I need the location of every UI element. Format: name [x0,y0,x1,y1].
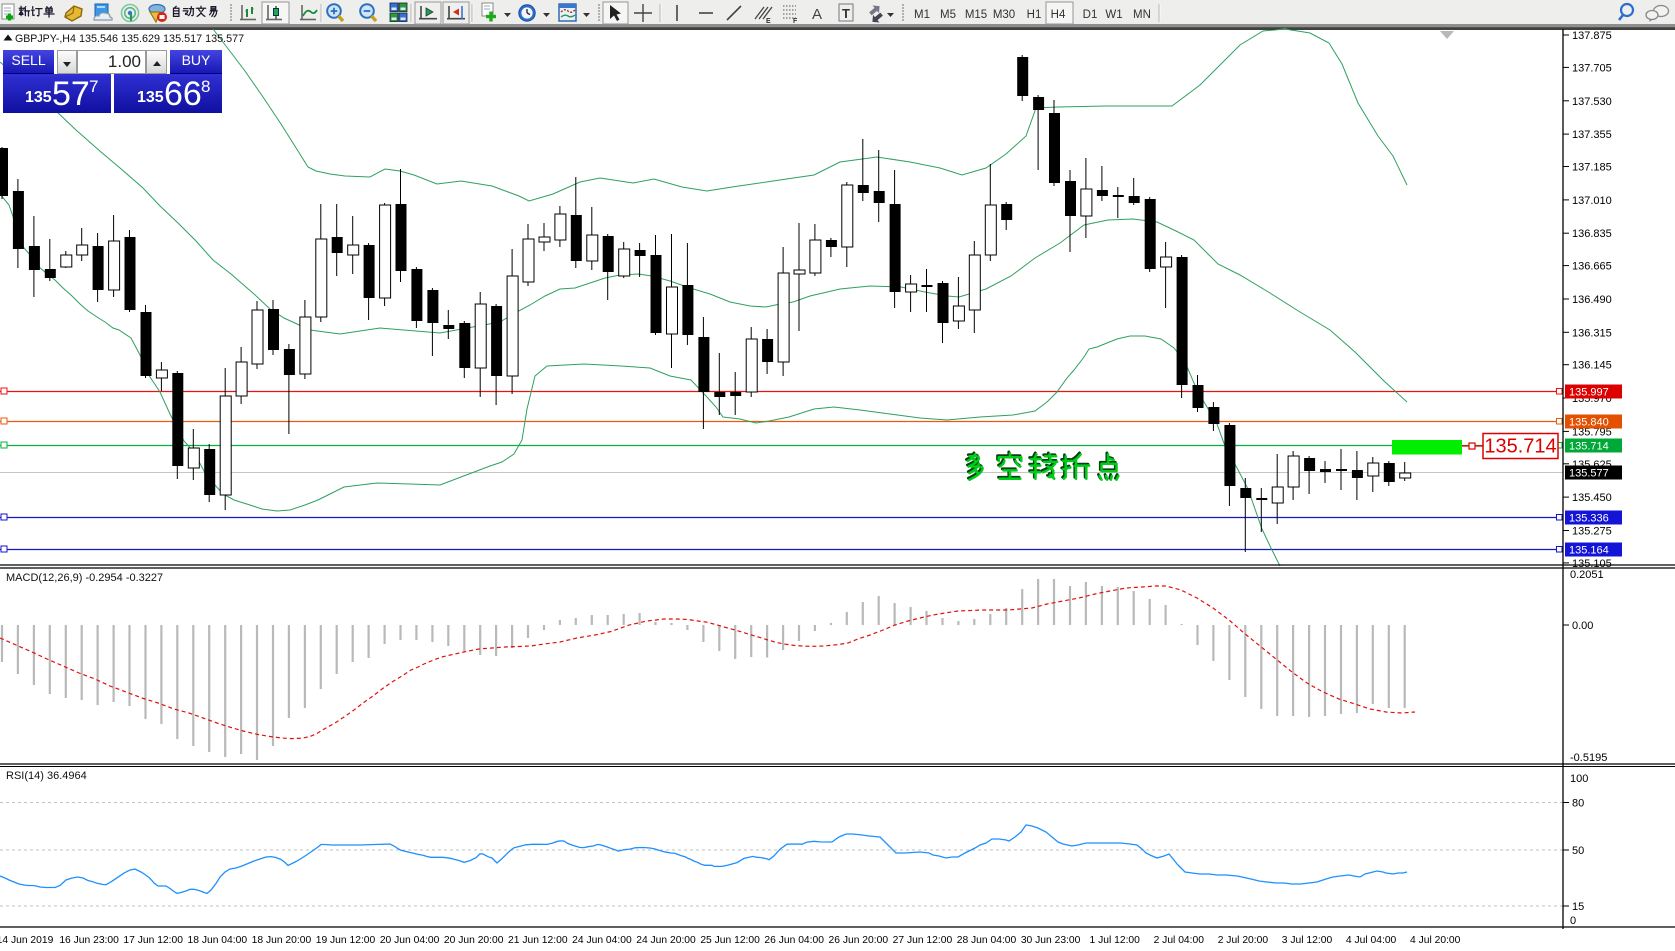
svg-text:GBPJPY-,H4: GBPJPY-,H4 [15,33,76,45]
svg-text:135.105: 135.105 [1572,558,1612,570]
svg-text:W1: W1 [1105,9,1122,21]
svg-text:19 Jun 12:00: 19 Jun 12:00 [316,935,376,946]
svg-text:0.2051: 0.2051 [1570,569,1604,581]
svg-text:135.275: 135.275 [1572,526,1612,538]
svg-text:27 Jun 12:00: 27 Jun 12:00 [893,935,953,946]
svg-text:137.185: 137.185 [1572,162,1612,174]
svg-text:15: 15 [1572,901,1584,913]
svg-text:20 Jun 04:00: 20 Jun 04:00 [380,935,440,946]
svg-text:135.840: 135.840 [1569,417,1609,429]
svg-text:137.875: 137.875 [1572,30,1612,42]
svg-text:25 Jun 12:00: 25 Jun 12:00 [700,935,760,946]
svg-text:M30: M30 [993,9,1015,21]
svg-text:A: A [812,6,822,23]
svg-text:136.490: 136.490 [1572,294,1612,306]
svg-text:50: 50 [1572,845,1584,857]
svg-text:M5: M5 [940,9,956,21]
svg-text:M1: M1 [914,9,930,21]
svg-text:135.336: 135.336 [1569,513,1609,525]
svg-text:T: T [842,6,850,21]
svg-text:MACD(12,26,9) -0.2954 -0.3227: MACD(12,26,9) -0.2954 -0.3227 [6,572,163,584]
svg-text:M15: M15 [965,9,987,21]
svg-text:MN: MN [1133,9,1151,21]
svg-text:136.145: 136.145 [1572,360,1612,372]
svg-text:100: 100 [1570,773,1588,785]
svg-text:135.164: 135.164 [1569,545,1609,557]
svg-text:24 Jun 04:00: 24 Jun 04:00 [572,935,632,946]
svg-text:2 Jul 20:00: 2 Jul 20:00 [1218,935,1269,946]
svg-text:135.714: 135.714 [1484,436,1556,458]
svg-text:137.530: 137.530 [1572,96,1612,108]
svg-text:26 Jun 20:00: 26 Jun 20:00 [829,935,889,946]
svg-text:0: 0 [1570,915,1576,927]
svg-text:H4: H4 [1051,9,1066,21]
svg-text:135.450: 135.450 [1572,492,1612,504]
svg-text:137.705: 137.705 [1572,62,1612,74]
svg-text:4 Jul 20:00: 4 Jul 20:00 [1410,935,1461,946]
svg-text:137.355: 137.355 [1572,129,1612,141]
svg-text:-0.5195: -0.5195 [1570,752,1607,764]
svg-text:135.714: 135.714 [1569,441,1609,453]
svg-text:24 Jun 20:00: 24 Jun 20:00 [636,935,696,946]
svg-text:1 Jul 12:00: 1 Jul 12:00 [1090,935,1141,946]
svg-text:4 Jul 04:00: 4 Jul 04:00 [1346,935,1397,946]
svg-text:3 Jul 12:00: 3 Jul 12:00 [1282,935,1333,946]
svg-text:80: 80 [1572,798,1584,810]
svg-text:18 Jun 04:00: 18 Jun 04:00 [188,935,248,946]
svg-text:18 Jun 20:00: 18 Jun 20:00 [252,935,312,946]
svg-text:16 Jun 23:00: 16 Jun 23:00 [59,935,119,946]
svg-text:17 Jun 12:00: 17 Jun 12:00 [123,935,183,946]
svg-text:136.665: 136.665 [1572,261,1612,273]
svg-text:137.010: 137.010 [1572,195,1612,207]
svg-text:2 Jul 04:00: 2 Jul 04:00 [1154,935,1205,946]
svg-text:135.997: 135.997 [1569,387,1609,399]
svg-text:F: F [793,18,798,25]
svg-text:20 Jun 20:00: 20 Jun 20:00 [444,935,504,946]
svg-text:0.00: 0.00 [1572,620,1593,632]
svg-text:30 Jun 23:00: 30 Jun 23:00 [1021,935,1081,946]
svg-text:136.835: 136.835 [1572,228,1612,240]
svg-text:H1: H1 [1027,9,1042,21]
svg-text:14 Jun 2019: 14 Jun 2019 [0,935,54,946]
svg-text:135.577: 135.577 [1569,468,1609,480]
svg-text:28 Jun 04:00: 28 Jun 04:00 [957,935,1017,946]
svg-text:21 Jun 12:00: 21 Jun 12:00 [508,935,568,946]
svg-text:E: E [766,18,771,25]
svg-text:RSI(14) 36.4964: RSI(14) 36.4964 [6,770,87,782]
svg-text:26 Jun 04:00: 26 Jun 04:00 [764,935,824,946]
svg-text:D1: D1 [1083,9,1098,21]
svg-text:135.546 135.629 135.517 135.57: 135.546 135.629 135.517 135.577 [79,33,244,45]
svg-text:136.315: 136.315 [1572,327,1612,339]
svg-text:135.795: 135.795 [1572,426,1612,438]
